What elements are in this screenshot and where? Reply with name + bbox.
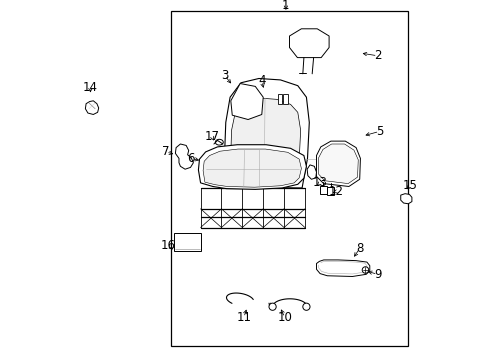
Polygon shape [224, 78, 309, 188]
Text: 16: 16 [161, 239, 176, 252]
Text: 3: 3 [221, 69, 228, 82]
Ellipse shape [215, 139, 223, 145]
Polygon shape [306, 165, 316, 179]
Text: 15: 15 [402, 179, 417, 192]
Polygon shape [277, 94, 282, 104]
Text: 2: 2 [373, 49, 381, 62]
Polygon shape [198, 145, 306, 189]
Polygon shape [230, 98, 300, 183]
Circle shape [268, 303, 276, 310]
Text: 10: 10 [277, 311, 292, 324]
Polygon shape [400, 194, 411, 204]
Polygon shape [318, 144, 358, 184]
Circle shape [362, 267, 368, 273]
Text: 12: 12 [328, 185, 343, 198]
Bar [174, 233, 201, 251]
Polygon shape [289, 29, 328, 58]
Bar [320, 186, 326, 194]
Text: 11: 11 [236, 311, 251, 324]
Polygon shape [203, 149, 301, 187]
Text: 14: 14 [83, 81, 98, 94]
Text: 4: 4 [258, 75, 265, 87]
Text: 5: 5 [375, 125, 383, 138]
Text: 17: 17 [204, 130, 219, 143]
Polygon shape [175, 144, 193, 169]
Circle shape [302, 303, 309, 310]
Text: 6: 6 [187, 152, 195, 165]
Text: 1: 1 [282, 0, 289, 12]
Polygon shape [316, 260, 369, 276]
Bar [170, 11, 407, 346]
Text: 13: 13 [312, 176, 327, 189]
Polygon shape [85, 101, 99, 114]
Text: 9: 9 [373, 268, 381, 281]
Bar [326, 187, 333, 195]
Polygon shape [230, 84, 263, 120]
Text: 7: 7 [162, 145, 169, 158]
Text: 8: 8 [355, 242, 363, 255]
Polygon shape [283, 94, 287, 104]
Polygon shape [316, 141, 360, 186]
